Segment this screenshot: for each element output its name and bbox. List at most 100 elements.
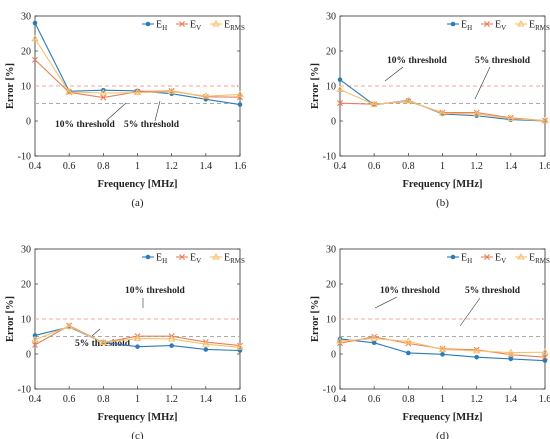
y-tick-label: -10 <box>323 152 336 163</box>
threshold-label: 10% threshold <box>380 286 440 296</box>
legend-entry: ERMS <box>529 253 550 266</box>
threshold-label: 10% threshold <box>55 120 115 130</box>
series-line-e-rms <box>34 325 241 348</box>
y-tick-label: 30 <box>326 12 336 23</box>
legend-marker <box>212 19 220 27</box>
legend-marker <box>517 252 525 260</box>
x-tick-label: 1.4 <box>200 161 213 172</box>
y-tick-label: 10 <box>326 82 336 93</box>
chart-panel-d: -10 0 10 20 30 0.4 0.6 0.8 1 1.2 1.4 1.6 Frequency [… <box>310 245 550 439</box>
y-tick-label: 30 <box>326 245 336 256</box>
legend-marker <box>517 19 525 27</box>
threshold-pointer <box>459 297 481 327</box>
data-point <box>202 92 210 99</box>
x-tick-label: 1 <box>440 394 445 405</box>
x-tick-label: 0.8 <box>402 161 415 172</box>
data-point <box>32 56 38 63</box>
data-point <box>404 96 412 104</box>
legend-entry: EH <box>461 20 472 33</box>
legend-entry: EV <box>495 253 506 266</box>
data-point <box>371 340 377 346</box>
data-point <box>438 345 447 352</box>
y-tick-label: -10 <box>18 385 31 396</box>
data-point <box>99 88 107 96</box>
legend-marker <box>145 21 151 27</box>
legend-entry: ERMS <box>224 20 245 33</box>
legend-marker <box>145 254 151 260</box>
y-tick-label: 0 <box>26 350 31 361</box>
threshold-pointer <box>474 66 491 100</box>
data-point <box>65 322 73 329</box>
y-tick-label: -10 <box>323 385 336 396</box>
data-point <box>203 347 209 352</box>
x-tick-label: 0.4 <box>29 394 42 405</box>
x-axis-label: Frequency [MHz] <box>98 412 178 423</box>
panel-caption: (c) <box>131 430 144 439</box>
legend-marker <box>450 254 456 260</box>
legend-marker <box>179 21 185 27</box>
x-tick-label: 1.2 <box>165 161 178 172</box>
x-tick-label: 1.2 <box>165 394 178 405</box>
data-point <box>31 34 39 42</box>
legend-entry: EH <box>156 20 167 33</box>
data-point <box>236 343 244 350</box>
data-point <box>542 358 548 363</box>
data-point <box>404 337 412 344</box>
legend-marker <box>212 252 220 260</box>
y-tick-label: 20 <box>21 47 31 58</box>
data-point <box>406 350 411 356</box>
data-point <box>508 356 514 362</box>
data-point <box>32 333 38 338</box>
data-point <box>507 348 515 356</box>
x-tick-label: 1.6 <box>539 161 550 172</box>
data-point <box>168 87 176 95</box>
data-point <box>31 335 39 343</box>
threshold-pointer <box>374 296 398 309</box>
data-point <box>541 116 549 124</box>
x-tick-label: 0.6 <box>368 161 381 172</box>
y-tick-label: 20 <box>326 280 336 291</box>
y-tick-label: 20 <box>21 280 31 291</box>
threshold-label: 5% threshold <box>475 56 531 66</box>
legend-marker <box>179 254 185 260</box>
chart-panel-c: -10 0 10 20 30 0.4 0.6 0.8 1 1.2 1.4 1.6 Frequency [… <box>5 245 246 439</box>
y-tick-label: 0 <box>26 117 31 128</box>
data-point <box>474 354 479 360</box>
data-point <box>100 94 107 101</box>
data-point <box>473 109 481 117</box>
threshold-label: 5% threshold <box>124 120 180 130</box>
x-tick-label: 1.6 <box>234 394 247 405</box>
x-tick-label: 1.4 <box>505 394 518 405</box>
data-point <box>473 346 481 354</box>
data-point <box>133 88 142 96</box>
data-point <box>168 334 176 342</box>
y-axis-label: Error [%] <box>310 63 321 109</box>
threshold-pointer <box>91 328 101 337</box>
legend-entry: ERMS <box>529 20 550 33</box>
x-axis-label: Frequency [MHz] <box>403 179 483 190</box>
data-point <box>32 20 38 26</box>
y-tick-label: 10 <box>21 82 31 93</box>
data-point <box>133 334 142 342</box>
legend-marker <box>450 21 456 27</box>
y-axis-label: Error [%] <box>310 296 321 342</box>
y-tick-label: 20 <box>326 47 336 58</box>
x-tick-label: 0.4 <box>334 161 347 172</box>
data-point <box>370 334 378 342</box>
legend-entry: EV <box>495 20 506 33</box>
data-point <box>32 341 38 348</box>
data-point <box>202 340 210 347</box>
legend-entry: EV <box>190 253 201 266</box>
y-tick-label: 10 <box>21 315 31 326</box>
series-line-e-rms <box>339 88 546 122</box>
x-tick-label: 0.8 <box>97 394 110 405</box>
data-point <box>542 354 548 361</box>
legend-entry: EV <box>190 20 201 33</box>
x-tick-label: 0.6 <box>63 394 76 405</box>
x-tick-label: 1 <box>135 394 140 405</box>
y-tick-label: 10 <box>326 315 336 326</box>
legend-marker <box>484 254 490 260</box>
data-point <box>440 352 445 357</box>
x-tick-label: 1 <box>440 161 445 172</box>
y-tick-label: 0 <box>331 117 336 128</box>
